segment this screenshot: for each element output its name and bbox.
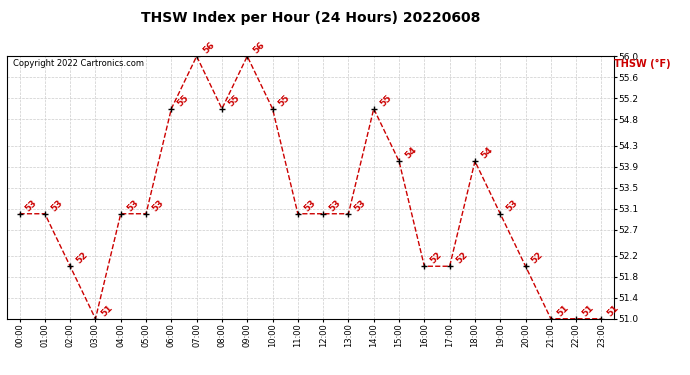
Text: 53: 53	[327, 198, 342, 213]
Text: 51: 51	[555, 303, 570, 318]
Text: 53: 53	[353, 198, 368, 213]
Text: 53: 53	[23, 198, 39, 213]
Text: 51: 51	[606, 303, 621, 318]
Text: 53: 53	[125, 198, 140, 213]
Text: THSW Index per Hour (24 Hours) 20220608: THSW Index per Hour (24 Hours) 20220608	[141, 11, 480, 25]
Text: 53: 53	[150, 198, 166, 213]
Text: 53: 53	[49, 198, 64, 213]
Text: 52: 52	[75, 250, 90, 266]
Text: Copyright 2022 Cartronics.com: Copyright 2022 Cartronics.com	[13, 59, 144, 68]
Text: 53: 53	[302, 198, 317, 213]
Text: 55: 55	[175, 93, 190, 108]
Text: 56: 56	[251, 40, 266, 56]
Text: 56: 56	[201, 40, 216, 56]
Text: 55: 55	[378, 93, 393, 108]
Text: 52: 52	[428, 250, 444, 266]
Text: THSW (°F): THSW (°F)	[614, 59, 671, 69]
Text: 51: 51	[99, 303, 115, 318]
Text: 53: 53	[504, 198, 520, 213]
Text: 52: 52	[530, 250, 545, 266]
Text: 52: 52	[454, 250, 469, 266]
Text: 54: 54	[479, 145, 495, 160]
Text: 54: 54	[403, 145, 419, 160]
Text: 55: 55	[277, 93, 292, 108]
Text: 55: 55	[226, 93, 242, 108]
Text: 51: 51	[580, 303, 595, 318]
